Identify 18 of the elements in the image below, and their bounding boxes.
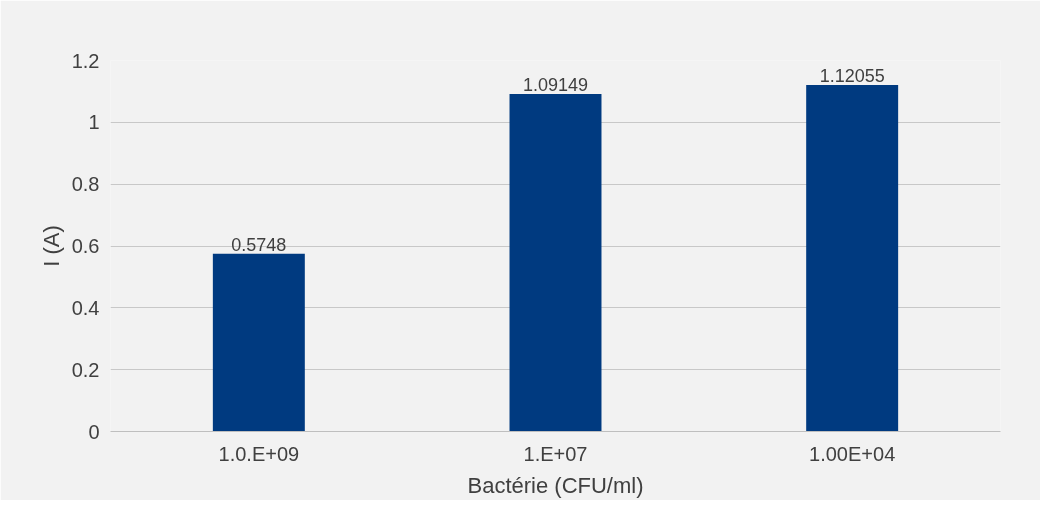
x-tick-label: 1.0.E+09 [218, 442, 300, 465]
x-axis-title: Bactérie (CFU/ml) [467, 472, 644, 498]
y-tick-label: 0.2 [71, 358, 100, 381]
data-label: 1.12055 [819, 66, 885, 87]
y-tick-label: 0.8 [71, 173, 100, 196]
data-label: 1.09149 [522, 75, 589, 96]
y-tick-label: 0.6 [71, 235, 100, 257]
bar [212, 253, 305, 432]
data-label: 0.5748 [231, 234, 287, 255]
y-axis-title: I (A) [38, 225, 64, 267]
y-tick-label: 0 [88, 420, 100, 443]
y-tick-label: 0.4 [71, 296, 100, 319]
x-tick-label: 1.E+07 [523, 442, 588, 465]
x-tick-label: 1.00E+04 [809, 442, 896, 465]
bar [509, 94, 602, 432]
bar [806, 85, 899, 432]
y-tick-label: 1 [88, 111, 100, 134]
y-tick-label: 1.2 [71, 49, 100, 72]
